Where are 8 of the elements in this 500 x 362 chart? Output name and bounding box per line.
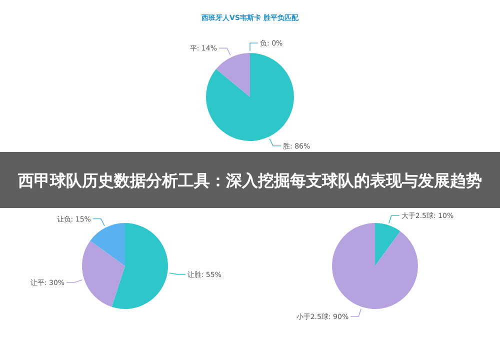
text: 西甲球队历史数据分析工具：深入挖掘每支球队的表现与发展趋势 xyxy=(17,171,482,190)
pie-slice xyxy=(216,53,250,97)
pie-slice xyxy=(112,223,168,309)
pie-slice xyxy=(82,240,125,307)
pie-slice xyxy=(206,53,294,141)
pie-slice xyxy=(90,223,125,266)
pie-slice xyxy=(375,223,400,266)
pie-slice xyxy=(332,223,418,309)
